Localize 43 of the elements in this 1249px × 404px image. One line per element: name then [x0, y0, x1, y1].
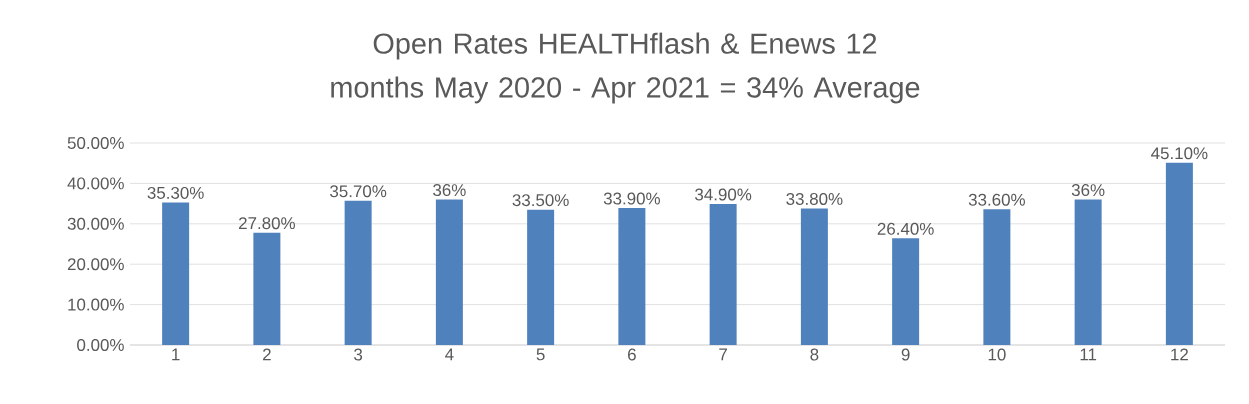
chart-title: Open Rates HEALTHflash & Enews 12 months May 2020 - Apr 2021 = 34% Average	[331, 32, 920, 104]
bar	[253, 232, 281, 345]
y-tick-label: 20.00%	[67, 258, 124, 271]
data-label: 33.60%	[968, 193, 1025, 206]
x-tick-label: 7	[719, 348, 727, 361]
x-tick-label: 5	[536, 348, 545, 361]
data-label: 34.90%	[695, 188, 752, 201]
data-label: 36%	[1071, 184, 1105, 197]
y-tick-label: 50.00%	[67, 137, 124, 150]
data-label: 26.40%	[877, 222, 934, 235]
bar	[435, 199, 463, 345]
bar	[344, 200, 372, 345]
bar	[618, 208, 646, 345]
bar	[1165, 162, 1193, 345]
y-tick-label: 40.00%	[67, 177, 124, 190]
x-tick-label: 10	[988, 348, 1006, 361]
data-label: 45.10%	[1151, 147, 1208, 160]
x-tick-label: 8	[810, 348, 819, 361]
x-tick-label: 6	[628, 348, 636, 361]
data-label: 35.70%	[330, 185, 387, 198]
bar	[527, 209, 555, 345]
data-label: 27.80%	[239, 217, 295, 230]
data-label: 35.30%	[147, 186, 204, 199]
x-tick-label: 1	[172, 348, 180, 361]
bar	[983, 209, 1011, 345]
y-tick-label: 30.00%	[67, 217, 124, 230]
x-tick-label: 2	[263, 348, 271, 361]
data-label: 33.80%	[786, 192, 843, 205]
y-tick-label: 0.00%	[77, 339, 124, 351]
x-tick-label: 3	[354, 348, 363, 361]
x-tick-label: 9	[901, 348, 910, 361]
data-label: 36%	[433, 184, 466, 197]
y-tick-label: 10.00%	[68, 298, 124, 311]
data-label: 33.50%	[512, 194, 569, 207]
x-tick-label: 12	[1171, 348, 1188, 361]
x-tick-label: 11	[1080, 348, 1097, 361]
bar	[892, 238, 920, 345]
bar	[709, 204, 737, 345]
x-tick-label: 4	[445, 348, 454, 361]
bar	[1074, 199, 1102, 345]
bar	[162, 202, 190, 345]
data-label: 33.90%	[603, 192, 660, 205]
bar	[800, 208, 828, 345]
